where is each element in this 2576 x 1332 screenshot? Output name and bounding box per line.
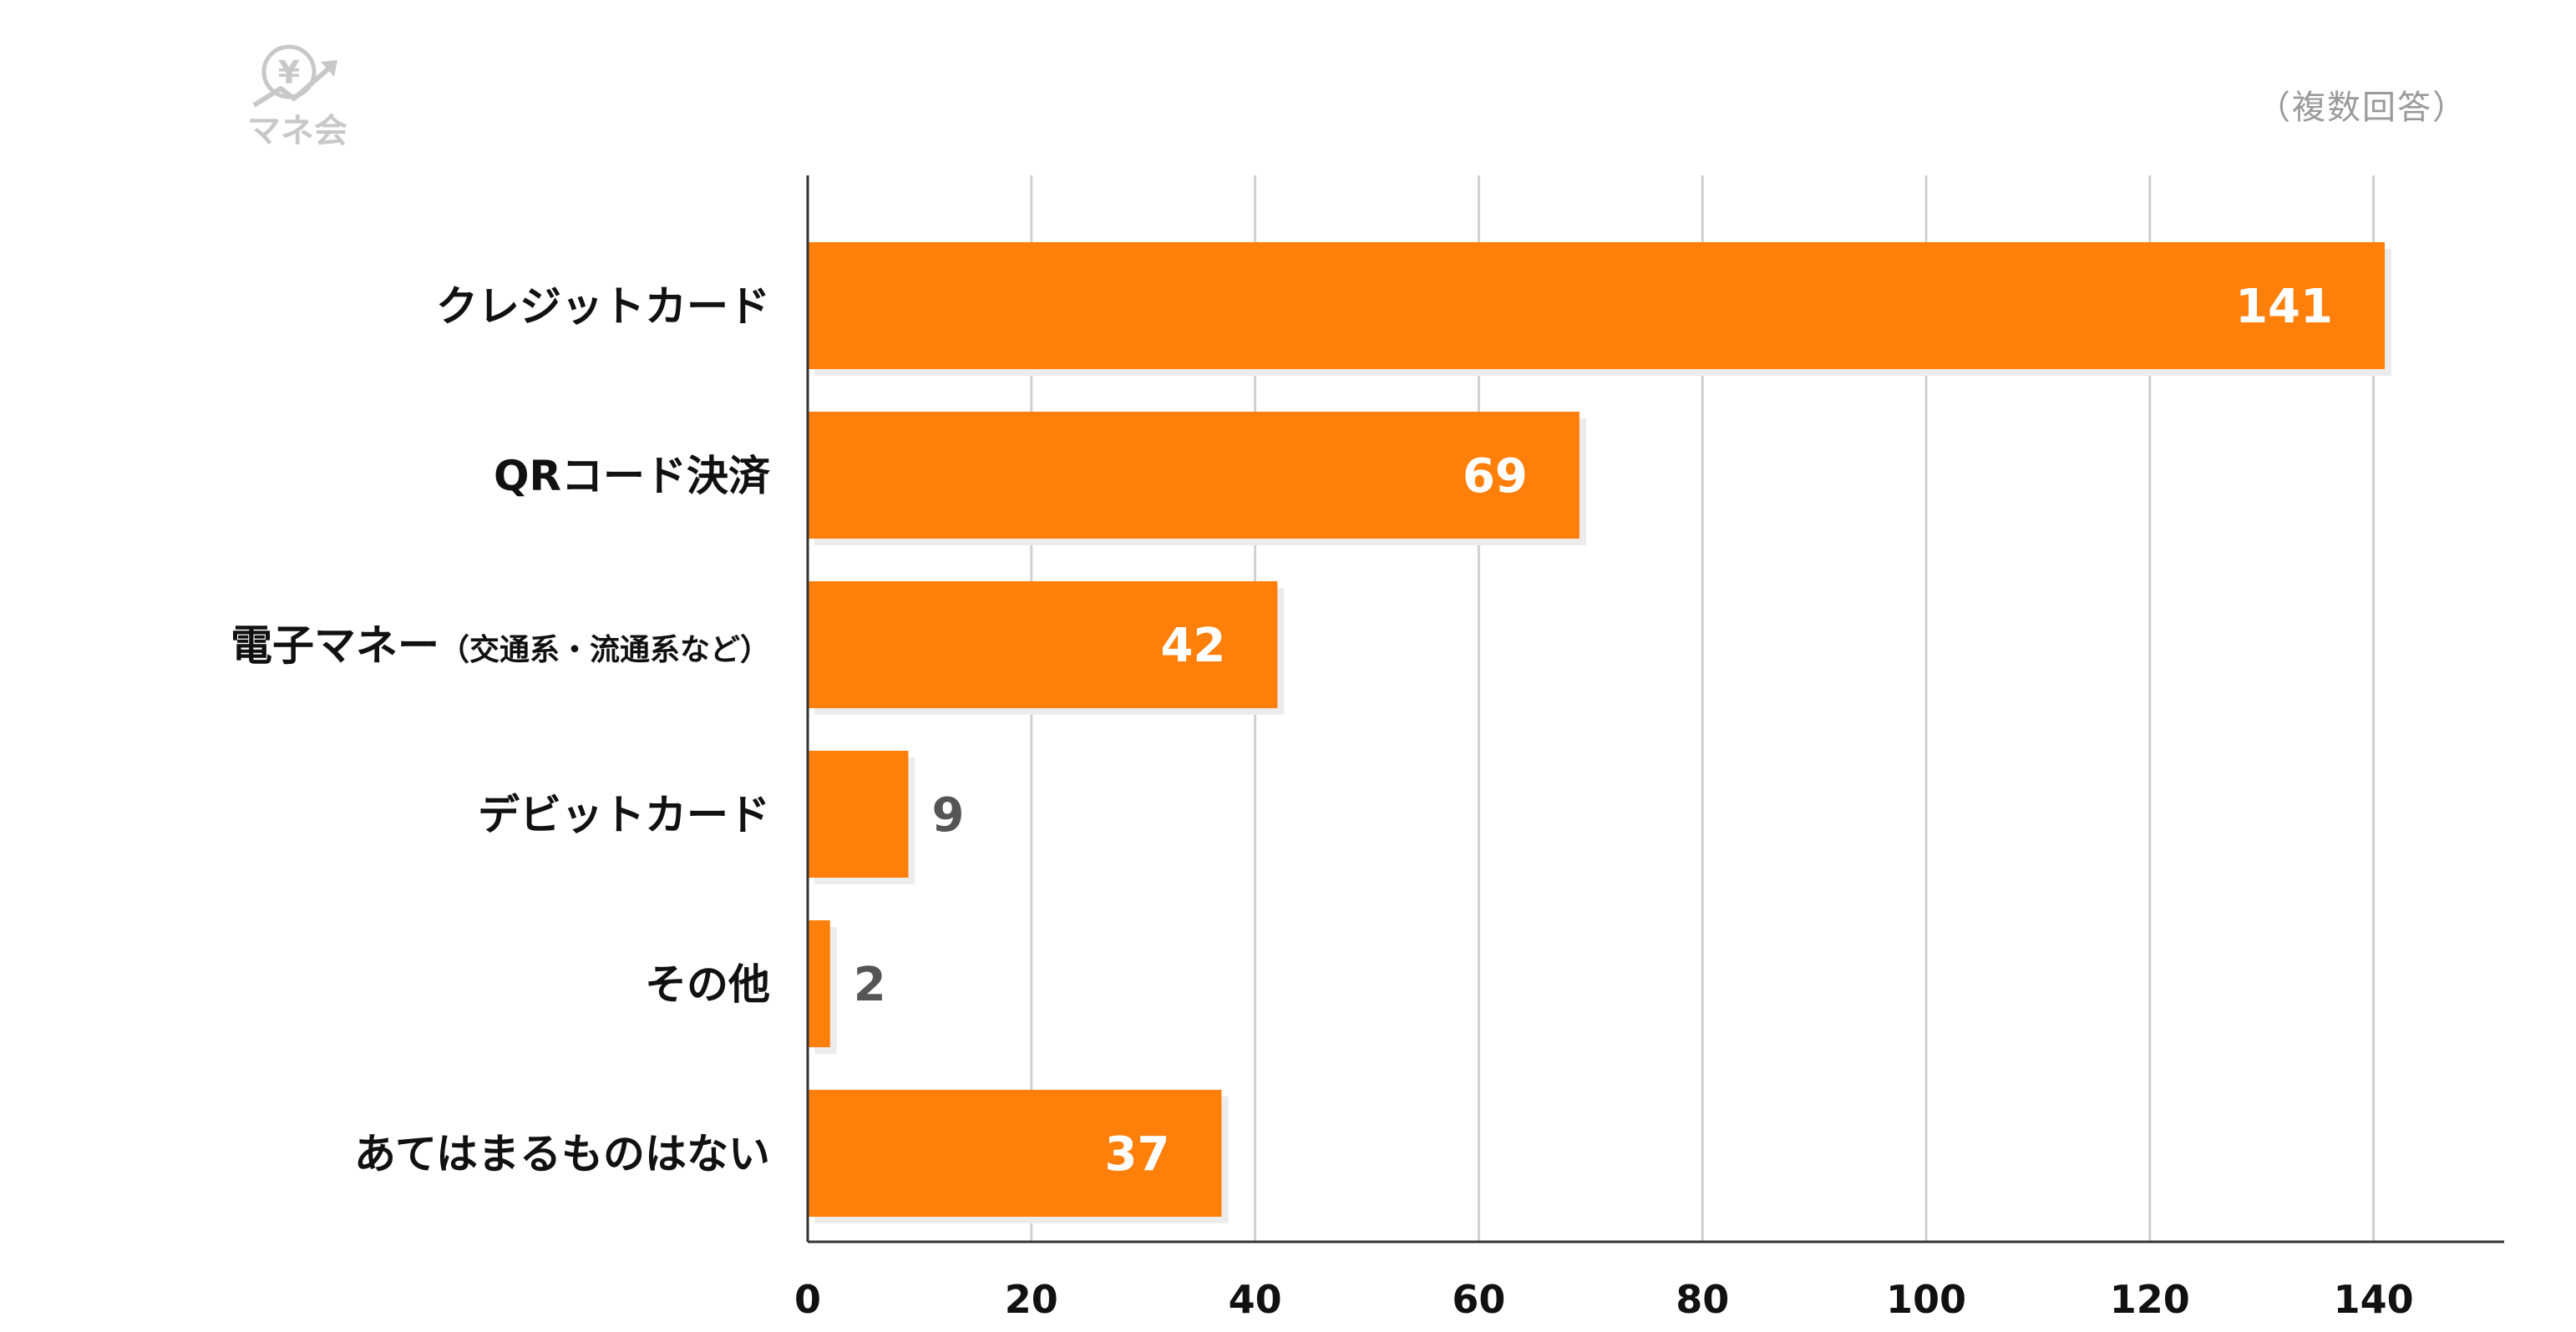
category-label-main: QRコード決済 <box>494 452 771 500</box>
bar-6 <box>808 1090 1222 1217</box>
bar-3 <box>808 581 1278 708</box>
value-label-4: 9 <box>932 788 965 843</box>
value-label-5: 2 <box>854 958 886 1012</box>
value-label-2: 69 <box>1463 449 1528 504</box>
x-tick-label-40: 40 <box>1229 1277 1282 1322</box>
bar-5 <box>808 920 830 1047</box>
bar-4 <box>808 751 909 878</box>
category-label-5: その他 <box>645 960 770 1009</box>
value-label-3: 42 <box>1160 619 1225 673</box>
x-tick-label-0: 0 <box>794 1277 821 1322</box>
bar-2 <box>808 412 1580 539</box>
x-tick-label-120: 120 <box>2110 1277 2190 1322</box>
axes <box>806 175 2504 1243</box>
category-label-main: クレジットカード <box>436 282 770 331</box>
category-label-sub: （交通系・流通系など） <box>439 632 770 667</box>
category-label-4: デビットカード <box>478 791 770 839</box>
category-label-2: QRコード決済 <box>494 452 771 500</box>
bars <box>808 242 2391 1223</box>
category-label-main: あてはまるものはない <box>354 1130 770 1178</box>
category-label-main: 電子マネー <box>231 621 439 670</box>
category-label-6: あてはまるものはない <box>354 1130 770 1178</box>
value-label-1: 141 <box>2235 280 2333 334</box>
category-label-main: その他 <box>645 960 770 1009</box>
multiple-answer-note: （複数回答） <box>2257 89 2467 127</box>
x-tick-label-140: 140 <box>2334 1277 2414 1322</box>
category-label-3: 電子マネー（交通系・流通系など） <box>231 621 770 670</box>
svg-text:¥: ¥ <box>278 54 300 91</box>
bar-1 <box>808 242 2385 369</box>
labels: 0 20 40 60 80 100 120 140 141 クレジットカード 69 QRコード決済 42… <box>231 280 2414 1322</box>
category-label-1: クレジットカード <box>436 282 770 331</box>
brand-logo: ¥ マネ会 <box>237 33 363 159</box>
x-tick-label-100: 100 <box>1886 1277 1966 1322</box>
logo-text: マネ会 <box>247 112 347 150</box>
x-tick-label-20: 20 <box>1005 1277 1058 1322</box>
value-label-6: 37 <box>1104 1127 1169 1182</box>
x-tick-label-80: 80 <box>1676 1277 1729 1322</box>
category-label-main: デビットカード <box>478 791 770 839</box>
x-tick-label-60: 60 <box>1452 1277 1505 1322</box>
yen-growth-icon: ¥ マネ会 <box>247 44 347 150</box>
